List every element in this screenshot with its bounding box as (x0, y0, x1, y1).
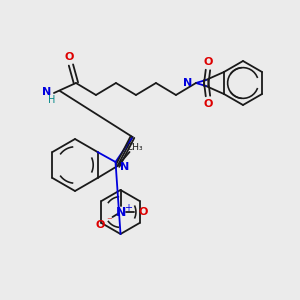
Text: N: N (120, 162, 129, 172)
Text: +: + (124, 203, 133, 213)
Text: O: O (96, 220, 105, 230)
Text: O: O (64, 52, 74, 62)
Text: N: N (116, 206, 127, 220)
Text: O: O (203, 57, 213, 67)
Text: N: N (42, 87, 52, 97)
Text: CH₃: CH₃ (126, 142, 143, 152)
Text: ⁻: ⁻ (106, 216, 112, 226)
Text: O: O (203, 99, 213, 109)
Text: O: O (139, 207, 148, 217)
Text: H: H (48, 95, 56, 105)
Text: N: N (183, 78, 193, 88)
